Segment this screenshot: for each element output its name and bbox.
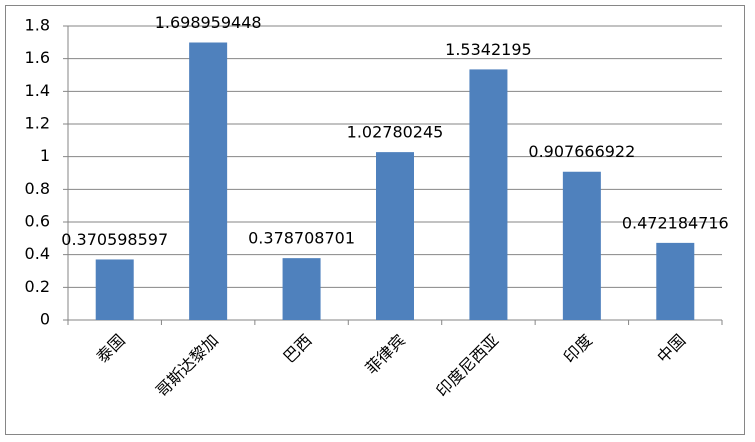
data-label: 1.698959448 (155, 13, 262, 32)
data-label: 0.370598597 (61, 230, 168, 249)
data-label: 1.02780245 (347, 123, 444, 142)
y-tick-label: 1.4 (25, 81, 50, 100)
bar (376, 152, 414, 320)
data-label: 0.472184716 (622, 213, 729, 232)
y-tick-label: 0.4 (25, 244, 50, 263)
bar (189, 42, 228, 320)
chart-border (5, 5, 745, 435)
y-tick-label: 0 (40, 310, 50, 329)
bar (95, 259, 134, 320)
y-tick-label: 1.6 (25, 48, 50, 67)
bar (469, 69, 508, 320)
y-tick-label: 1 (40, 146, 50, 165)
data-label: 1.5342195 (445, 40, 532, 59)
y-tick-label: 1.8 (25, 16, 50, 35)
y-tick-label: 1.2 (25, 114, 50, 133)
bar (656, 242, 695, 320)
bar (282, 258, 321, 320)
y-tick-label: 0.2 (25, 277, 50, 296)
y-tick-label: 0.8 (25, 179, 50, 198)
data-label: 0.907666922 (528, 142, 635, 161)
data-label: 0.378708701 (248, 229, 355, 248)
y-tick-label: 0.6 (25, 212, 50, 231)
bar (562, 171, 601, 320)
